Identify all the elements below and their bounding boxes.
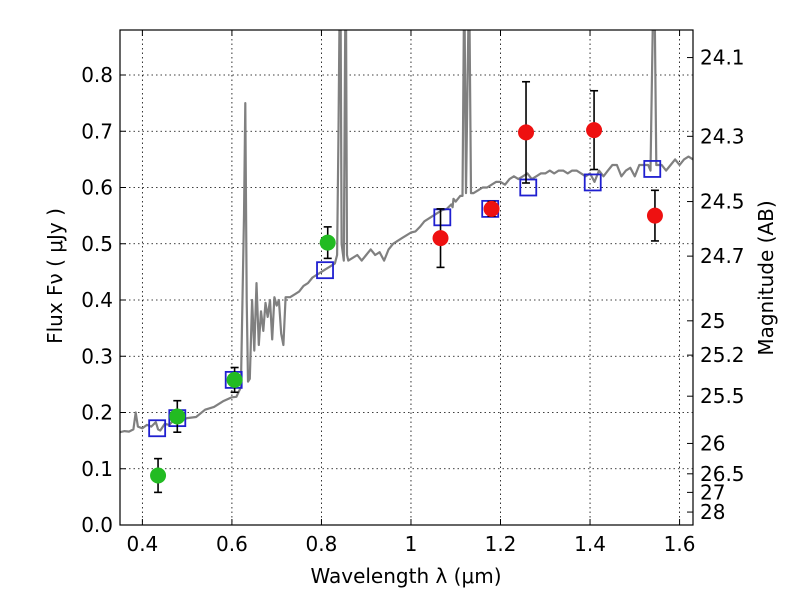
plot-area	[120, 30, 693, 494]
observed-point	[432, 230, 449, 247]
right-tick-label: 26	[700, 431, 725, 455]
right-tick-label: 27	[700, 480, 725, 504]
y-tick-label: 0.5	[81, 232, 113, 256]
observed-point	[169, 408, 186, 425]
x-axis-label: Wavelength λ (μm)	[310, 564, 501, 588]
y-tick-label: 0.4	[81, 288, 113, 312]
model-photometry-square	[583, 173, 602, 192]
plot-frame	[119, 29, 694, 526]
right-tick-label: 28	[700, 500, 725, 524]
y-tick-label: 0.8	[81, 63, 113, 87]
observed-point	[483, 200, 500, 217]
model-photometry-square	[433, 208, 452, 227]
x-tick-label: 0.4	[126, 532, 158, 556]
right-tick-label: 24.3	[700, 124, 745, 148]
model-photometry-square	[148, 419, 167, 438]
grid-lines	[120, 30, 693, 526]
model-spectrum-line	[120, 30, 693, 434]
model-photometry-square	[519, 178, 538, 197]
right-tick-label: 24.1	[700, 46, 745, 70]
x-tick-label: 1.6	[664, 532, 696, 556]
right-tick-label: 25.5	[700, 384, 745, 408]
y-tick-label: 0.0	[81, 513, 113, 537]
observed-point	[319, 234, 336, 251]
right-tick-label: 24.7	[700, 244, 745, 268]
y-tick-label: 0.3	[81, 344, 113, 368]
x-tick-label: 0.6	[216, 532, 248, 556]
right-tick-label: 26.5	[700, 462, 745, 486]
axes: 0.4 0.6 0.8 1 1.2 1.4 1.6 0.0 0.1 0.2 0.3 0.4 0.5 0.6…	[81, 29, 745, 556]
y-tick-label: 0.7	[81, 119, 113, 143]
right-tick-label: 25.2	[700, 343, 745, 367]
right-tick-label: 25	[700, 309, 725, 333]
observed-point	[150, 467, 167, 484]
observed-point	[586, 122, 603, 139]
x-tick-label: 1.2	[485, 532, 517, 556]
observed-point	[226, 371, 243, 388]
y-tick-label: 0.6	[81, 176, 113, 200]
x-tick-label: 1	[405, 532, 418, 556]
right-axis-label: Magnitude (AB)	[754, 200, 778, 355]
model-photometry-square	[316, 261, 334, 280]
x-tick-label: 1.4	[574, 532, 606, 556]
model-photometry-square	[643, 160, 662, 178]
y-tick-label: 0.2	[81, 401, 113, 425]
observed-point	[518, 124, 535, 141]
y-axis-label: Flux Fν ( μJy )	[43, 208, 67, 344]
y-tick-label: 0.1	[81, 457, 113, 481]
observed-point	[646, 207, 663, 224]
x-tick-label: 0.8	[306, 532, 338, 556]
right-tick-label: 24.5	[700, 190, 745, 214]
